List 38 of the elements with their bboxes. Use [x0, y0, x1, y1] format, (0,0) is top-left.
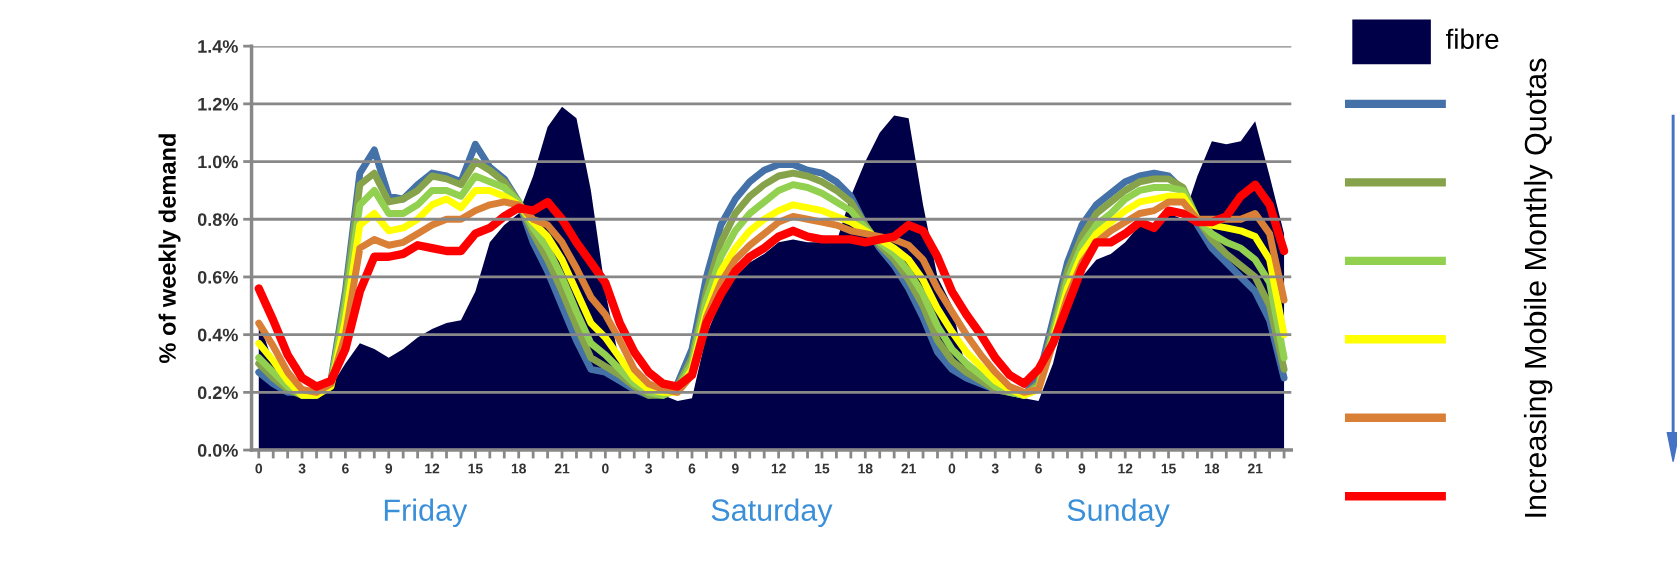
x-tick-label: 18: [858, 463, 873, 474]
y-axis-title: % of weekly demand: [158, 134, 181, 363]
y-tick-label: 0.0%: [197, 443, 238, 457]
x-tick-label: 3: [645, 463, 653, 474]
x-tick-label: 9: [731, 463, 739, 474]
x-tick-label: 18: [1205, 463, 1220, 474]
x-tick-label: 15: [1161, 463, 1176, 474]
y-tick-label: 1.2%: [198, 97, 238, 111]
x-tick-label: 21: [554, 463, 570, 474]
x-tick-label: 15: [468, 463, 483, 474]
x-tick-label: 21: [1247, 463, 1263, 474]
y-tick-label: 0.4%: [197, 328, 238, 342]
x-tick-label: 6: [1035, 463, 1042, 474]
x-tick-label: 12: [425, 463, 440, 474]
x-tick-label: 18: [511, 463, 526, 474]
y-tick-label: 0.8%: [197, 213, 238, 226]
x-tick-label: 15: [815, 463, 830, 474]
x-tick-label: 6: [342, 463, 349, 474]
x-tick-label: 12: [771, 463, 786, 474]
x-tick-label: 12: [1118, 463, 1133, 474]
x-tick-label: 9: [385, 463, 393, 474]
y-tick-label: 1.0%: [198, 155, 238, 169]
x-tick-label: 6: [688, 463, 696, 474]
legend-label: fibre: [1445, 28, 1499, 49]
x-tick-label: 3: [991, 463, 999, 474]
text: Sunday: [1067, 498, 1170, 528]
y-tick-label: 0.2%: [197, 386, 238, 400]
text: Friday: [384, 498, 468, 528]
x-tick-label: 0: [602, 463, 609, 474]
y-tick-label: 1.4%: [198, 40, 238, 53]
x-tick-label: 9: [1078, 463, 1086, 474]
legend-title: Increasing Mobile Monthly Quotas: [1523, 58, 1553, 517]
text: Saturday: [711, 498, 833, 528]
x-tick-label: 0: [948, 463, 956, 474]
x-tick-label: 0: [255, 463, 263, 474]
x-tick-label: 3: [298, 463, 306, 474]
x-tick-label: 21: [901, 463, 916, 474]
y-tick-label: 0.6%: [197, 270, 238, 284]
